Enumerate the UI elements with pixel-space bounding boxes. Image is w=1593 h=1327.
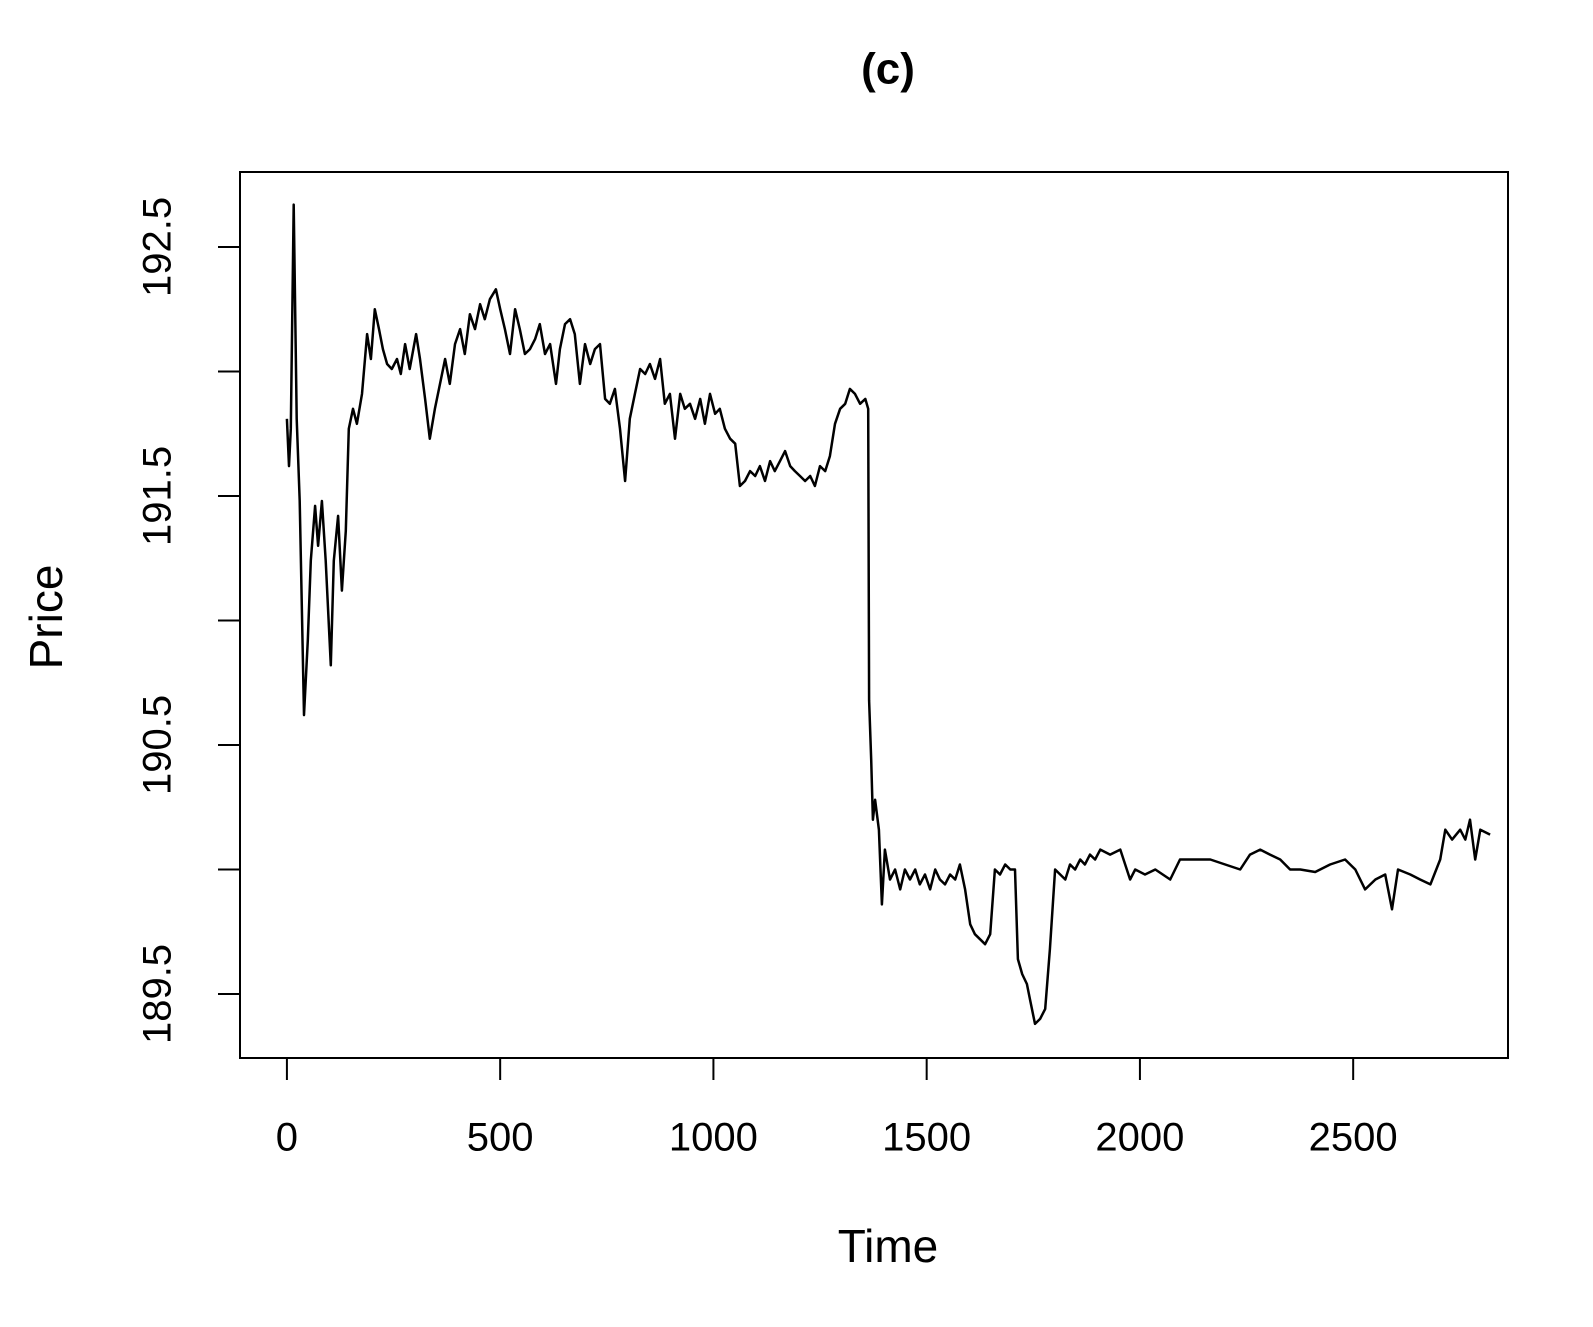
x-axis-label: Time	[838, 1220, 939, 1272]
x-tick-label: 1000	[669, 1116, 758, 1160]
x-tick-label: 2000	[1095, 1116, 1184, 1160]
plot-box	[239, 171, 1509, 1059]
x-tick-label: 1500	[882, 1116, 971, 1160]
y-axis-label: Price	[20, 565, 72, 670]
y-tick-label: 192.5	[136, 197, 180, 297]
price-line	[285, 203, 1491, 1026]
x-tick-label: 0	[276, 1116, 298, 1160]
x-tick-label: 2500	[1309, 1116, 1398, 1160]
x-tick-label: 500	[467, 1116, 534, 1160]
y-tick-label: 189.5	[136, 944, 180, 1044]
y-tick-label: 190.5	[136, 695, 180, 795]
y-tick-label: 191.5	[136, 446, 180, 546]
chart-title: (c)	[861, 45, 915, 94]
